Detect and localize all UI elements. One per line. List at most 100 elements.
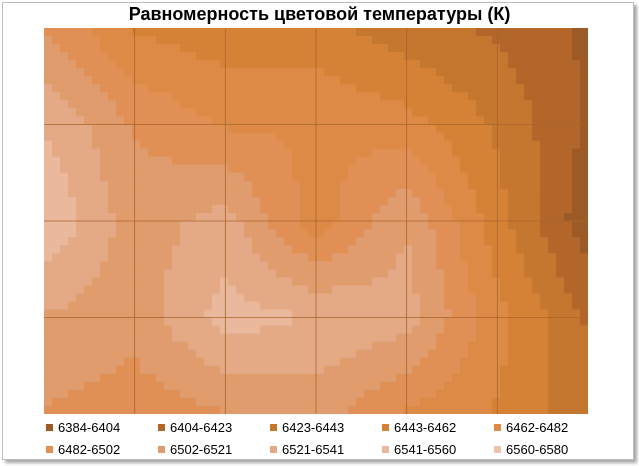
contour-cell bbox=[228, 60, 237, 69]
contour-cell bbox=[204, 180, 213, 190]
contour-cell bbox=[484, 333, 493, 343]
contour-cell bbox=[452, 277, 461, 286]
contour-cell bbox=[444, 221, 453, 230]
contour-cell bbox=[324, 164, 333, 174]
contour-cell bbox=[540, 212, 549, 222]
contour-cell bbox=[228, 36, 237, 45]
contour-cell bbox=[172, 92, 181, 101]
contour-cell bbox=[268, 229, 277, 238]
contour-cell bbox=[500, 245, 509, 254]
contour-cell bbox=[516, 180, 525, 190]
contour-cell bbox=[220, 325, 229, 335]
contour-cell bbox=[156, 277, 165, 286]
contour-cell bbox=[308, 381, 317, 391]
contour-cell bbox=[388, 28, 397, 37]
contour-cell bbox=[68, 68, 77, 77]
contour-cell bbox=[532, 212, 541, 222]
contour-cell bbox=[452, 325, 461, 335]
contour-cell bbox=[572, 269, 581, 278]
contour-cell bbox=[548, 164, 557, 174]
contour-cell bbox=[236, 245, 245, 254]
contour-cell bbox=[140, 132, 149, 142]
contour-cell bbox=[508, 68, 517, 77]
contour-cell bbox=[476, 341, 485, 351]
contour-cell bbox=[532, 317, 541, 327]
contour-cell bbox=[76, 172, 85, 182]
contour-cell bbox=[196, 164, 205, 174]
contour-cell bbox=[228, 132, 237, 142]
contour-cell bbox=[484, 237, 493, 246]
contour-cell bbox=[164, 116, 173, 126]
contour-cell bbox=[556, 365, 565, 375]
contour-cell bbox=[540, 349, 549, 359]
contour-cell bbox=[316, 397, 325, 407]
contour-cell bbox=[556, 36, 565, 45]
contour-cell bbox=[180, 212, 189, 222]
contour-cell bbox=[572, 325, 581, 335]
contour-cell bbox=[188, 277, 197, 286]
contour-cell bbox=[252, 317, 261, 327]
contour-cell bbox=[460, 277, 469, 286]
contour-cell bbox=[244, 325, 253, 335]
contour-cell bbox=[180, 84, 189, 93]
contour-cell bbox=[308, 285, 317, 294]
contour-cell bbox=[244, 221, 253, 230]
contour-cell bbox=[116, 325, 125, 335]
contour-cell bbox=[220, 341, 229, 351]
contour-cell bbox=[196, 196, 205, 206]
contour-cell bbox=[284, 68, 293, 77]
contour-cell bbox=[516, 76, 525, 85]
contour-cell bbox=[460, 365, 469, 375]
contour-cell bbox=[244, 84, 253, 93]
contour-cell bbox=[380, 76, 389, 85]
contour-cell bbox=[228, 381, 237, 391]
contour-cell bbox=[244, 196, 253, 206]
contour-cell bbox=[172, 44, 181, 53]
contour-cell bbox=[452, 52, 461, 61]
contour-cell bbox=[220, 357, 229, 367]
contour-cell bbox=[44, 277, 53, 286]
contour-cell bbox=[92, 261, 101, 270]
contour-cell bbox=[132, 196, 141, 206]
contour-cell bbox=[212, 301, 221, 311]
contour-cell bbox=[564, 212, 573, 222]
contour-cell bbox=[108, 349, 117, 359]
contour-cell bbox=[532, 76, 541, 85]
contour-cell bbox=[556, 188, 565, 198]
contour-cell bbox=[204, 373, 213, 383]
contour-cell bbox=[172, 237, 181, 246]
contour-cell bbox=[308, 188, 317, 198]
contour-cell bbox=[356, 188, 365, 198]
contour-cell bbox=[348, 68, 357, 77]
contour-cell bbox=[324, 124, 333, 134]
contour-cell bbox=[76, 405, 85, 414]
contour-cell bbox=[68, 124, 77, 134]
contour-cell bbox=[284, 36, 293, 45]
contour-cell bbox=[332, 333, 341, 343]
contour-cell bbox=[204, 261, 213, 270]
contour-cell bbox=[476, 277, 485, 286]
contour-cell bbox=[476, 132, 485, 142]
contour-cell bbox=[348, 36, 357, 45]
contour-cell bbox=[292, 76, 301, 85]
contour-cell bbox=[396, 100, 405, 110]
contour-cell bbox=[228, 405, 237, 414]
contour-cell bbox=[348, 84, 357, 93]
contour-cell bbox=[556, 108, 565, 118]
contour-cell bbox=[516, 357, 525, 367]
contour-cell bbox=[380, 381, 389, 391]
contour-cell bbox=[148, 333, 157, 343]
contour-cell bbox=[172, 172, 181, 182]
contour-cell bbox=[332, 148, 341, 158]
legend-swatch bbox=[382, 423, 389, 431]
contour-cell bbox=[420, 172, 429, 182]
contour-cell bbox=[92, 172, 101, 182]
contour-cell bbox=[204, 253, 213, 262]
contour-cell bbox=[556, 84, 565, 93]
contour-cell bbox=[380, 301, 389, 311]
contour-cell bbox=[556, 100, 565, 110]
contour-cell bbox=[564, 245, 573, 254]
contour-cell bbox=[100, 229, 109, 238]
contour-cell bbox=[420, 156, 429, 166]
contour-cell bbox=[92, 245, 101, 254]
